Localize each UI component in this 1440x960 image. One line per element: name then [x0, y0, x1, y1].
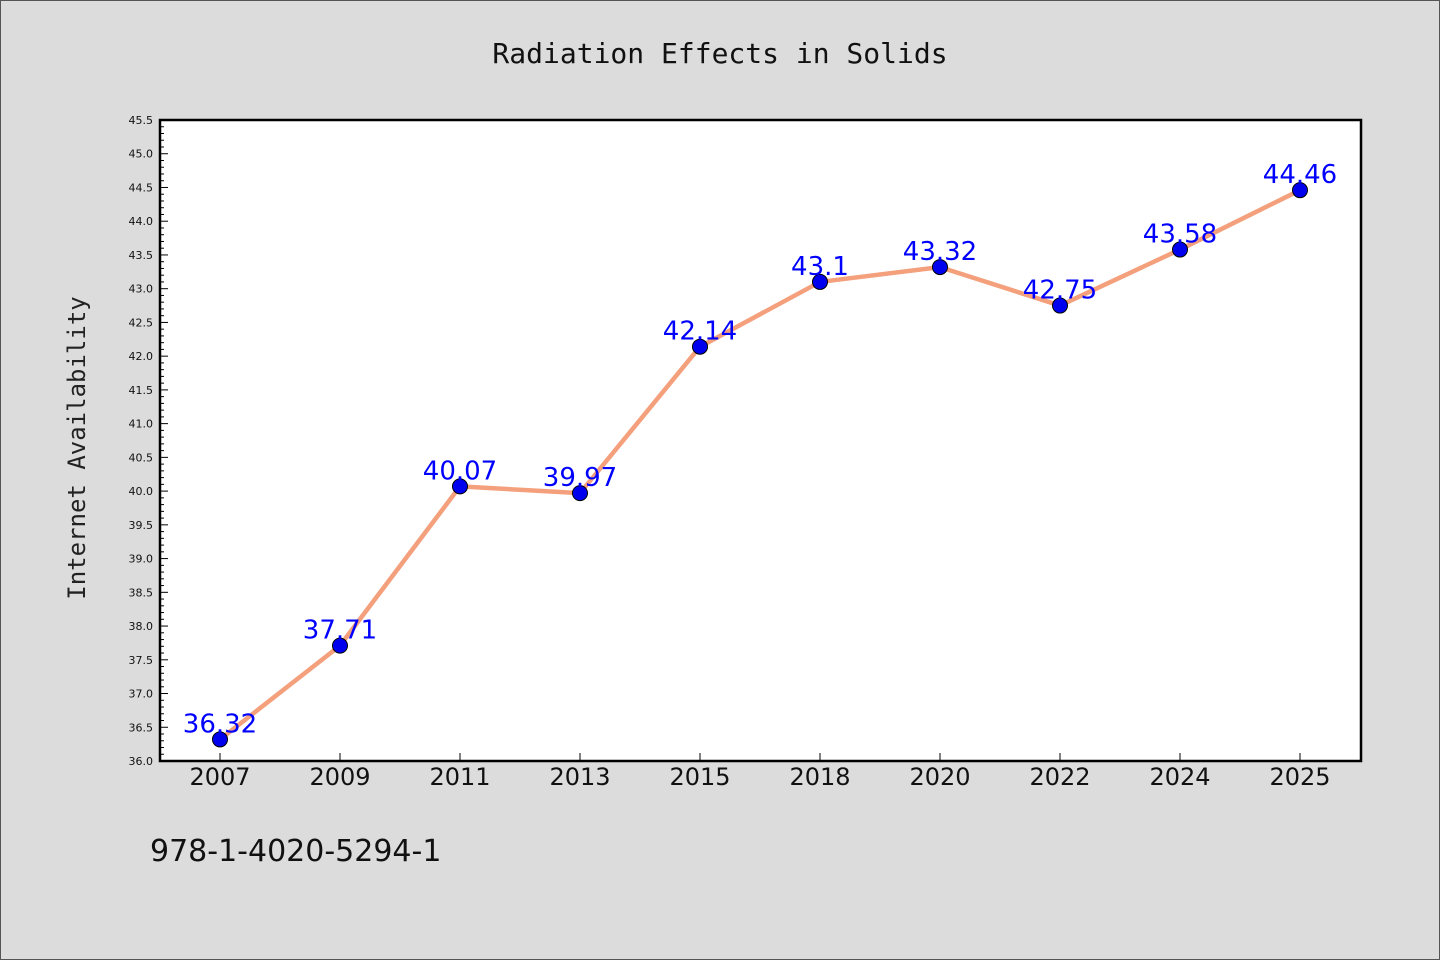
- x-tick-label: 2018: [789, 763, 850, 791]
- data-label: 43.32: [903, 237, 977, 267]
- y-tick-label: 45.5: [129, 114, 154, 127]
- y-tick-label: 39.5: [129, 519, 154, 532]
- data-point-marker: [692, 338, 708, 355]
- y-tick-label: 41.5: [129, 384, 154, 397]
- x-tick-label: 2009: [309, 763, 370, 791]
- series-markers: [212, 182, 1308, 748]
- x-tick-label: 2022: [1029, 763, 1090, 791]
- x-tick-label: 2011: [429, 763, 490, 791]
- x-tick-label: 2007: [189, 763, 250, 791]
- y-tick-label: 36.0: [129, 755, 154, 768]
- x-axis: 2007 2009 2011 2013 2015 2018 2020 2022 2024 2025: [189, 753, 1331, 791]
- y-tick-label: 41.0: [129, 418, 154, 431]
- y-tick-label: 38.0: [129, 620, 154, 633]
- data-point-marker: [1292, 182, 1308, 199]
- x-tick-label: 2015: [669, 763, 730, 791]
- data-label: 44.46: [1263, 160, 1337, 190]
- data-point-marker: [572, 485, 588, 502]
- y-tick-label: 42.5: [129, 316, 154, 329]
- data-point-marker: [1172, 241, 1188, 258]
- data-point-marker: [452, 478, 468, 495]
- y-tick-label: 40.0: [129, 485, 154, 498]
- y-tick-label: 44.5: [129, 181, 154, 194]
- data-point-marker: [212, 731, 228, 748]
- x-tick-label: 2013: [549, 763, 610, 791]
- data-label: 42.75: [1023, 276, 1097, 306]
- data-labels: 36.32 37.71 40.07 39.97 42.14 43.1 43.32 42.75 4…: [183, 160, 1337, 739]
- y-tick-label: 43.5: [129, 249, 154, 262]
- series-line: [218, 188, 1301, 742]
- data-label: 36.32: [183, 709, 257, 739]
- y-axis-label: Internet Availability: [63, 296, 91, 599]
- y-tick-label: 42.0: [129, 350, 154, 363]
- data-label: 42.14: [663, 317, 737, 347]
- data-label: 43.1: [791, 252, 849, 282]
- data-point-marker: [332, 637, 348, 654]
- y-tick-label: 45.0: [129, 148, 154, 161]
- data-point-marker: [932, 259, 948, 276]
- plot-area: [158, 118, 1363, 763]
- data-label: 37.71: [303, 616, 377, 646]
- y-tick-label: 37.5: [129, 654, 154, 667]
- y-tick-label: 37.0: [129, 688, 154, 701]
- data-point-marker: [812, 273, 828, 290]
- y-tick-label: 38.5: [129, 586, 154, 599]
- y-tick-label: 44.0: [129, 215, 154, 228]
- isbn-code: 978-1-4020-5294-1: [150, 834, 442, 869]
- data-label: 43.58: [1143, 220, 1217, 250]
- y-tick-label: 36.5: [129, 721, 154, 734]
- x-tick-label: 2025: [1269, 763, 1330, 791]
- y-tick-label: 39.0: [129, 553, 154, 566]
- series-polyline: [218, 188, 1301, 742]
- x-tick-label: 2024: [1149, 763, 1210, 791]
- x-tick-label: 2020: [909, 763, 970, 791]
- y-tick-label: 43.0: [129, 283, 154, 296]
- data-point-marker: [1052, 297, 1068, 314]
- chart-title: Radiation Effects in Solids: [492, 37, 947, 70]
- data-label: 39.97: [543, 463, 617, 493]
- y-tick-label: 40.5: [129, 451, 154, 464]
- y-axis: 36.0 36.5 37.0 37.5 38.0 38.5 39.0 39.5 40.0 40.5…: [129, 114, 168, 768]
- data-label: 40.07: [423, 456, 497, 486]
